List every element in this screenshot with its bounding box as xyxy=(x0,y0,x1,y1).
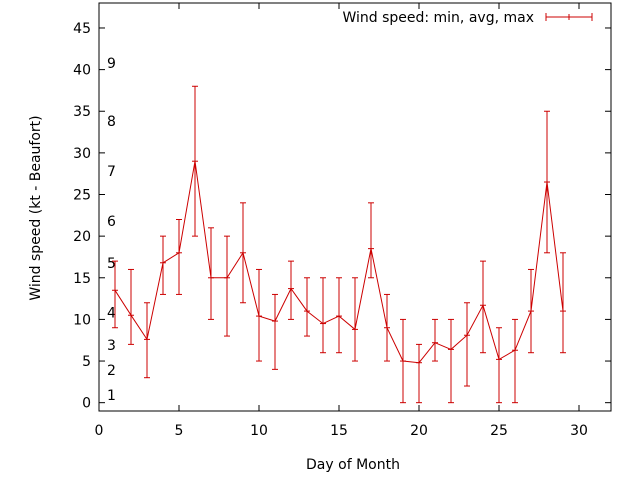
legend-label: Wind speed: min, avg, max xyxy=(342,10,534,26)
beaufort-label: 9 xyxy=(107,56,116,72)
beaufort-label: 2 xyxy=(107,363,116,379)
x-tick-label: 15 xyxy=(330,423,348,439)
beaufort-label: 3 xyxy=(107,338,116,354)
x-tick-label: 25 xyxy=(490,423,508,439)
x-tick-label: 20 xyxy=(410,423,428,439)
legend: Wind speed: min, avg, max xyxy=(342,10,593,26)
y-tick-label: 45 xyxy=(73,21,91,37)
x-tick-label: 30 xyxy=(570,423,588,439)
x-tick-label: 10 xyxy=(250,423,268,439)
y-tick-label: 0 xyxy=(82,396,91,412)
beaufort-label: 4 xyxy=(107,306,116,322)
y-tick-label: 25 xyxy=(73,188,91,204)
y-tick-label: 35 xyxy=(73,104,91,120)
series-layer xyxy=(112,85,566,404)
y-tick-label: 30 xyxy=(73,146,91,162)
beaufort-label: 8 xyxy=(107,114,116,130)
x-tick-label: 5 xyxy=(175,423,184,439)
y-tick-label: 10 xyxy=(73,312,91,328)
x-tick-label: 0 xyxy=(95,423,104,439)
beaufort-label: 1 xyxy=(107,388,116,404)
beaufort-label: 7 xyxy=(107,164,116,180)
y-tick-label: 15 xyxy=(73,271,91,287)
x-axis-title: Day of Month xyxy=(306,457,400,473)
beaufort-annotations: 1 2 3 4 5 6 7 8 9 xyxy=(107,56,116,404)
y-tick-label: 40 xyxy=(73,63,91,79)
beaufort-label: 5 xyxy=(107,256,116,272)
plot-frame xyxy=(98,2,612,412)
y-axis-title: Wind speed (kt - Beaufort) xyxy=(28,115,44,300)
y-tick-label: 20 xyxy=(73,229,91,245)
y-tick-label: 5 xyxy=(82,354,91,370)
beaufort-label: 6 xyxy=(107,214,116,230)
